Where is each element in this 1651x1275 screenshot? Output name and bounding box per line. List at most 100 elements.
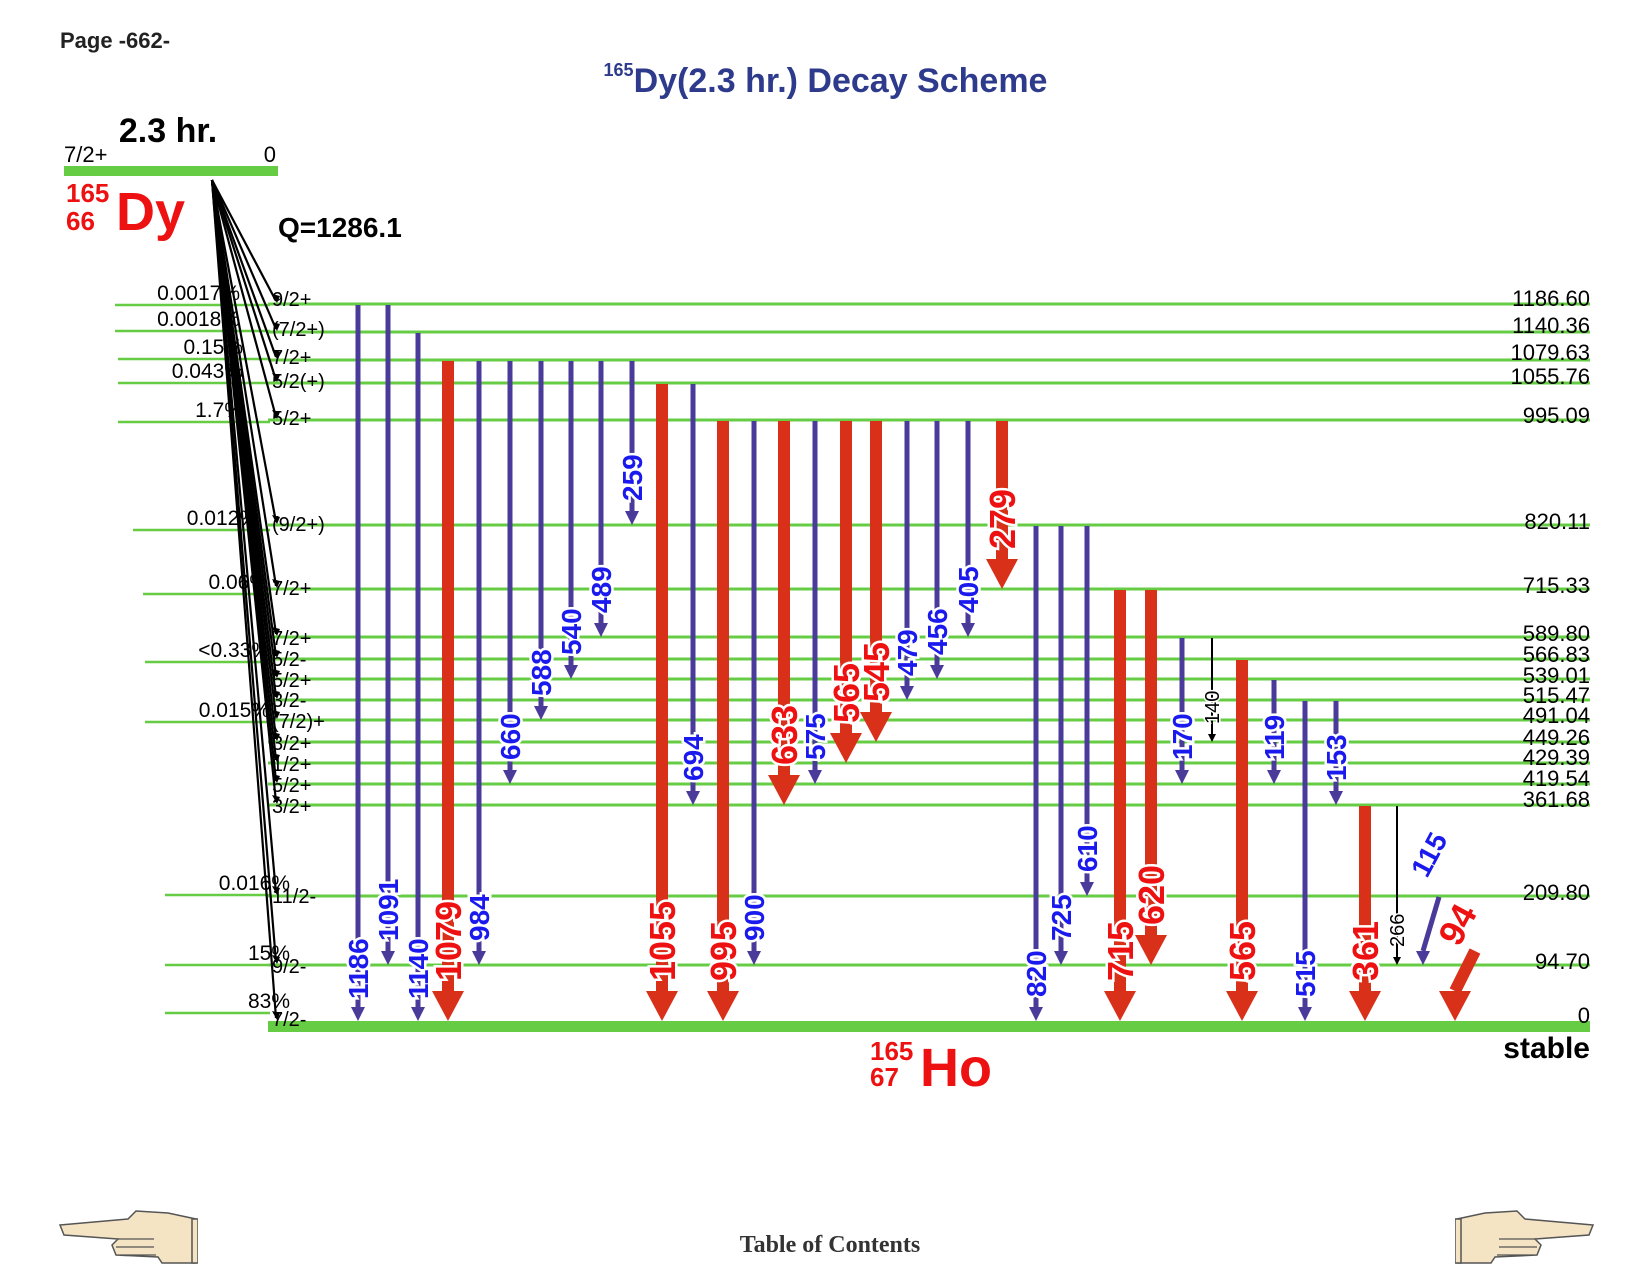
- level-line: [268, 718, 1590, 722]
- level-spin-label: 9/2+: [272, 289, 311, 311]
- gamma-arrowhead: [707, 991, 739, 1021]
- gamma-arrow-shaft: [1145, 590, 1157, 935]
- level-spin-label: 7/2+: [272, 347, 311, 369]
- gamma-arrowhead: [1104, 991, 1136, 1021]
- gamma-arrowhead: [472, 951, 486, 965]
- gamma-transition: 153: [1319, 701, 1355, 805]
- gamma-arrowhead: [747, 951, 761, 965]
- beta-arrowhead: [272, 627, 280, 636]
- level-spin-label: 5/2+: [272, 670, 311, 692]
- daughter-status: stable: [1503, 1032, 1590, 1065]
- daughter-atomic-number: 67: [870, 1062, 899, 1092]
- level-energy-label: 209.80: [1523, 880, 1590, 905]
- gamma-arrowhead: [1029, 1007, 1043, 1021]
- gamma-energy-label: 725: [1046, 894, 1077, 941]
- level-line: [268, 803, 1590, 807]
- beta-feeding-line: [210, 179, 278, 1019]
- parent-spin: 7/2+: [64, 142, 107, 167]
- gamma-arrowhead: [1175, 770, 1189, 784]
- gamma-energy-label: 995: [703, 921, 744, 981]
- level-energy-label: 1079.63: [1510, 340, 1590, 365]
- beta-arrowhead: [272, 515, 280, 524]
- gamma-arrow-shaft: [355, 305, 361, 1007]
- gamma-transition: 1140: [401, 333, 437, 1021]
- gamma-energy-label: 140: [1202, 691, 1224, 724]
- beta-feeding-lines-group: [115, 179, 280, 1020]
- beta-branch-label: 0.06%: [208, 571, 268, 594]
- beta-arrowhead: [272, 795, 280, 804]
- pointing-hand-left-icon[interactable]: [58, 1205, 198, 1267]
- level-energy-label: 94.70: [1535, 949, 1590, 974]
- gamma-energy-label: 715: [1100, 921, 1141, 981]
- level-line: [268, 635, 1590, 639]
- gamma-arrow-shaft: [1302, 701, 1308, 1007]
- parent-half-life: 2.3 hr.: [119, 112, 217, 150]
- gamma-energy-label: 170: [1167, 713, 1198, 760]
- gamma-transition: 984: [462, 361, 498, 965]
- level-spin-label: 7/2+: [272, 578, 311, 600]
- gamma-arrow-shaft: [598, 361, 604, 623]
- level-line: [268, 698, 1590, 702]
- level-line: [268, 302, 1590, 306]
- gamma-arrow-shaft: [415, 333, 421, 1007]
- gamma-arrow-shaft: [568, 361, 574, 665]
- beta-branch-label: 0.0018%: [157, 308, 240, 331]
- level-energy-label: 995.09: [1523, 403, 1590, 428]
- gamma-arrow-shaft: [812, 421, 818, 770]
- page-title: 165Dy(2.3 hr.) Decay Scheme: [0, 60, 1651, 101]
- gamma-arrowhead: [860, 712, 892, 742]
- level-energy-label: 820.11: [1524, 509, 1590, 534]
- gamma-energy-label: 1079: [428, 901, 469, 981]
- gamma-arrowhead: [564, 665, 578, 679]
- gamma-transition: 456: [920, 421, 956, 679]
- gamma-arrowhead: [900, 686, 914, 700]
- gamma-energy-label: 153: [1321, 734, 1352, 781]
- gamma-energy-label: 119: [1259, 715, 1290, 760]
- gamma-arrowhead: [1226, 991, 1258, 1021]
- gamma-arrowhead: [1208, 734, 1216, 742]
- gamma-energy-label: 361: [1345, 921, 1386, 981]
- gamma-arrow-shaft: [1420, 896, 1442, 952]
- gamma-arrow-shaft: [690, 384, 696, 791]
- gamma-arrowhead: [808, 770, 822, 784]
- pointing-hand-right-icon[interactable]: [1455, 1205, 1595, 1267]
- gamma-arrowhead: [1080, 882, 1094, 896]
- gamma-arrow-shaft: [1179, 638, 1185, 770]
- gamma-transition: 620: [1128, 590, 1174, 965]
- gamma-arrow-shaft: [1359, 806, 1371, 991]
- beta-arrowhead: [272, 322, 280, 331]
- level-energy-label: 539.01: [1523, 663, 1590, 688]
- gamma-energy-label: 984: [464, 894, 495, 941]
- gamma-arrow-shaft: [904, 421, 910, 686]
- level-energy-label: 449.26: [1523, 725, 1590, 750]
- table-of-contents-link[interactable]: Table of Contents: [739, 1232, 921, 1258]
- gamma-arrow-shaft: [934, 421, 940, 665]
- gamma-energy-label: 405: [953, 566, 984, 613]
- gamma-transition: 633: [761, 421, 807, 805]
- beta-feeding-line: [211, 179, 277, 302]
- level-line: [268, 587, 1590, 591]
- gamma-energy-label: 565: [1222, 921, 1263, 981]
- gamma-arrow-shaft: [751, 421, 757, 951]
- beta-branch-label: 0.012%: [187, 507, 258, 530]
- beta-arrowhead: [272, 1011, 280, 1020]
- gamma-transition: 1079: [425, 361, 471, 1021]
- gamma-transition: 94: [1427, 895, 1487, 1021]
- gamma-transition: 565: [1219, 660, 1265, 1021]
- level-line: [268, 782, 1590, 786]
- gamma-energy-label: 259: [617, 454, 648, 501]
- level-spin-label: 5/2+: [272, 775, 311, 797]
- gamma-arrowhead: [646, 991, 678, 1021]
- gamma-transition: 820: [1019, 526, 1055, 1021]
- parent-energy: 0: [264, 142, 276, 167]
- gamma-arrowhead: [686, 791, 700, 805]
- gamma-arrow-shaft: [1271, 680, 1277, 770]
- level-spin-label: 5/2(+): [272, 371, 325, 393]
- level-line: [268, 523, 1590, 527]
- gamma-arrowhead: [1135, 935, 1167, 965]
- beta-branch-label: 15%: [248, 942, 290, 965]
- level-spin-label: 5/2-: [272, 649, 306, 671]
- gamma-energy-label: 479: [892, 629, 923, 676]
- gamma-energy-label: 515: [1290, 950, 1321, 997]
